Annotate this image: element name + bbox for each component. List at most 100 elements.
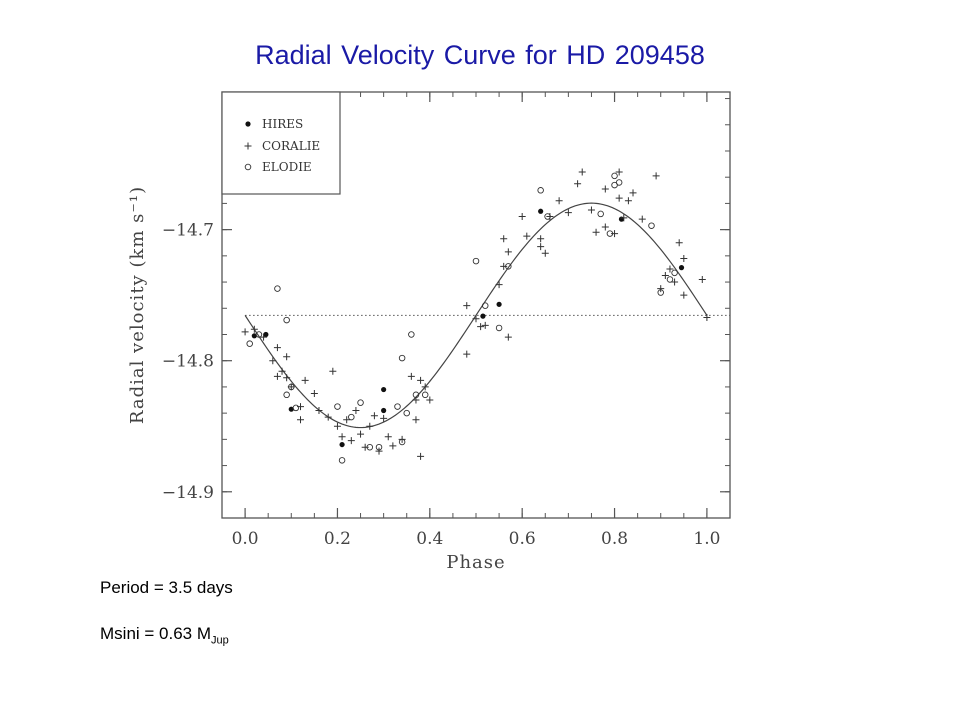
elodie-point <box>246 340 253 347</box>
legend-elodie-label: ELODIE <box>262 160 312 174</box>
coralie-point <box>315 407 323 415</box>
y-tick-label: −14.9 <box>162 483 214 503</box>
coralie-point <box>287 383 295 391</box>
elodie-point <box>274 285 281 292</box>
coralie-point <box>481 321 489 329</box>
hires-point <box>496 301 502 307</box>
coralie-point <box>624 197 632 205</box>
elodie-point <box>283 316 290 324</box>
coralie-point <box>310 389 318 397</box>
coralie-point <box>380 414 388 422</box>
coralie-point <box>472 315 480 323</box>
elodie-point <box>334 403 341 410</box>
hires-point <box>263 331 269 338</box>
y-tick-label: −14.8 <box>162 352 214 372</box>
coralie-point <box>278 367 286 375</box>
coralie-point <box>537 235 545 243</box>
msini-main: Msini = 0.63 M <box>100 624 212 643</box>
coralie-point <box>638 215 646 223</box>
coralie-point <box>680 291 688 299</box>
coralie-point <box>389 442 397 450</box>
coralie-point <box>504 333 512 341</box>
elodie-point <box>357 399 364 406</box>
coralie-point <box>500 235 508 243</box>
elodie-point <box>398 354 406 362</box>
coralie-point <box>541 249 549 257</box>
coralie-point <box>250 325 258 333</box>
coralie-point <box>615 168 623 176</box>
elodie-point <box>544 213 551 220</box>
coralie-point <box>592 228 600 236</box>
series-coralie <box>241 168 711 460</box>
data-points <box>241 168 711 464</box>
coralie-point <box>324 413 332 421</box>
x-tick-label: 0.0 <box>232 529 259 549</box>
legend-elodie-marker <box>244 163 252 171</box>
elodie-point <box>408 331 415 338</box>
coralie-point <box>463 350 471 358</box>
elodie-point <box>615 179 623 186</box>
coralie-point <box>301 376 309 384</box>
coralie-point <box>611 230 619 238</box>
coralie-point <box>384 433 392 441</box>
coralie-point <box>269 357 277 365</box>
period-text: Period = 3.5 days <box>100 578 233 597</box>
hires-point <box>251 333 257 339</box>
coralie-point <box>620 214 628 222</box>
elodie-point <box>366 443 374 451</box>
y-axis: −14.7 −14.8 −14.9 <box>162 98 730 503</box>
x-tick-label: 0.2 <box>324 529 351 549</box>
coralie-point <box>421 383 429 391</box>
legend-hires-label: HIRES <box>262 117 303 131</box>
y-tick-label: −14.7 <box>162 221 214 241</box>
elodie-point <box>283 391 290 399</box>
coralie-point <box>615 194 623 202</box>
elodie-point <box>403 409 410 417</box>
coralie-point <box>333 422 341 430</box>
x-tick-label: 0.6 <box>509 529 536 549</box>
elodie-point <box>421 391 429 399</box>
slide-title: Radial Velocity Curve for HD 209458 <box>255 40 705 70</box>
coralie-point <box>357 430 365 438</box>
coralie-point <box>587 206 595 214</box>
elodie-point <box>398 438 406 446</box>
msini-text: Msini = 0.63 MJup <box>100 624 229 646</box>
elodie-point <box>288 383 295 391</box>
hires-point <box>480 313 486 319</box>
elodie-point <box>375 443 383 451</box>
coralie-point <box>523 232 531 240</box>
x-tick-label: 0.4 <box>416 529 443 549</box>
x-tick-label: 0.8 <box>601 529 628 549</box>
elodie-point <box>255 331 263 338</box>
coralie-point <box>426 396 434 404</box>
elodie-point <box>537 187 544 194</box>
coralie-point <box>518 213 526 221</box>
series-hires <box>251 208 685 448</box>
coralie-point <box>537 243 545 251</box>
legend-hires-marker <box>245 121 251 127</box>
coralie-point <box>657 285 665 293</box>
x-tick-label: 1.0 <box>693 529 720 549</box>
elodie-point <box>671 269 678 277</box>
coralie-point <box>329 367 337 375</box>
legend-coralie-label: CORALIE <box>262 139 320 153</box>
elodie-point <box>606 230 614 237</box>
elodie-point <box>666 276 674 283</box>
coralie-point <box>463 302 471 310</box>
coralie-point <box>555 197 563 205</box>
legend-coralie-marker <box>244 142 252 150</box>
hires-point <box>339 441 345 448</box>
coralie-point <box>338 433 346 441</box>
elodie-point <box>611 172 618 180</box>
elodie-point <box>495 324 503 332</box>
coralie-point <box>260 333 268 341</box>
x-axis: 0.0 0.2 0.4 0.6 0.8 1.0 <box>232 92 720 549</box>
hires-point <box>538 208 544 214</box>
hires-point <box>288 406 294 412</box>
coralie-point <box>495 281 503 289</box>
elodie-point <box>505 263 512 270</box>
series-elodie <box>246 172 678 464</box>
coralie-point <box>671 278 679 286</box>
coralie-point <box>675 239 683 247</box>
hires-point <box>381 407 387 414</box>
